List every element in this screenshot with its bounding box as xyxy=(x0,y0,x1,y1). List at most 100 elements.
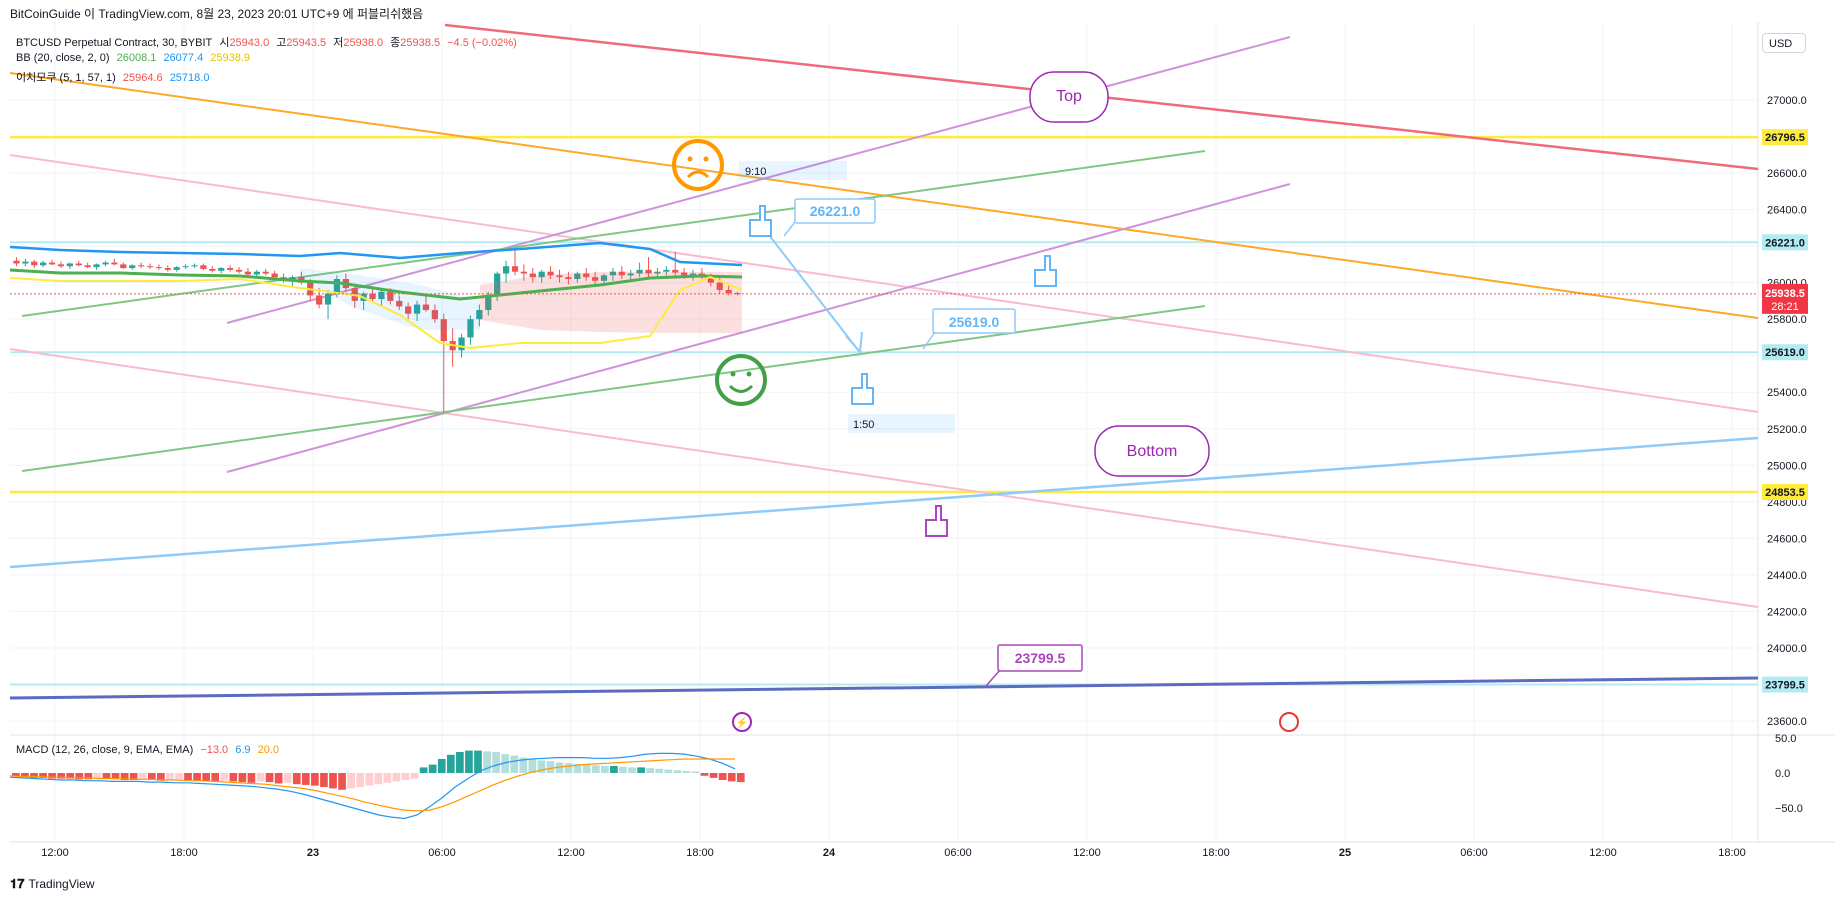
y-tick-label: 24000.0 xyxy=(1767,643,1807,655)
macd-line xyxy=(9,752,736,820)
y-tick-label: 26600.0 xyxy=(1767,168,1807,180)
macd-hist-bar xyxy=(129,773,138,780)
candle-body xyxy=(494,273,501,296)
candle-body xyxy=(396,300,403,307)
legend-low-label: 저 xyxy=(333,37,344,49)
macd-hist-bar xyxy=(591,765,600,773)
y-tick-label: 25000.0 xyxy=(1767,460,1807,472)
macd-hist-bar xyxy=(184,773,192,780)
legend-bb: BB (20, close, 2, 0) 26008.1 26077.4 259… xyxy=(16,52,254,64)
candle-body xyxy=(75,263,82,266)
macd-hist-bar xyxy=(138,773,147,780)
legend-macd-hist: −13.0 xyxy=(200,744,229,756)
macd-hist-bar xyxy=(347,773,355,789)
candle-body xyxy=(137,265,145,267)
legend-low: 25938.0 xyxy=(343,37,384,49)
candle-body xyxy=(120,264,127,269)
macd-hist-bar xyxy=(555,762,564,773)
macd-hist-bar xyxy=(483,751,491,773)
x-tick-label: 18:00 xyxy=(1202,847,1230,859)
candle-body xyxy=(627,273,634,276)
candle-body xyxy=(681,272,688,276)
last-price-countdown: 28:21 xyxy=(1771,301,1799,313)
candle-body xyxy=(22,261,29,264)
macd-hist-bar xyxy=(338,773,346,790)
candle-body xyxy=(235,269,243,272)
macd-tick-label: 50.0 xyxy=(1775,733,1796,745)
candle-body xyxy=(262,271,269,274)
candle-body xyxy=(129,265,136,269)
macd-hist-bar xyxy=(365,773,374,786)
candle-body xyxy=(440,319,447,342)
legend-macd-signal: 20.0 xyxy=(257,744,280,756)
candle-body xyxy=(618,271,625,276)
trendline-pink-lower xyxy=(9,348,1759,608)
candle-body xyxy=(164,268,171,270)
macd-hist-bar xyxy=(718,773,727,780)
macd-hist-bar xyxy=(374,773,383,785)
macd-hist-bar xyxy=(120,773,129,780)
candle-body xyxy=(689,273,697,276)
legend-close-label: 종 xyxy=(390,37,401,49)
trendline-green-upper xyxy=(21,150,1206,317)
candle-body xyxy=(476,310,483,320)
candle-body xyxy=(645,269,652,274)
candle-body xyxy=(413,304,421,314)
macd-hist-bar xyxy=(510,755,519,773)
pointer-hand-icon-1 xyxy=(749,205,772,237)
callout-pointer-1 xyxy=(783,221,796,237)
legend-bb-lower: 25938.9 xyxy=(210,52,251,64)
candle-body xyxy=(244,271,252,275)
legend-high: 25943.5 xyxy=(286,37,327,49)
macd-hist-bar xyxy=(655,768,664,773)
callout-box-3 xyxy=(997,644,1083,672)
macd-hist-bar xyxy=(392,773,401,782)
projection-arrowhead xyxy=(845,331,863,355)
macd-hist-bar xyxy=(229,773,238,782)
callout-pointer-3 xyxy=(985,669,1001,687)
macd-hist-bar xyxy=(637,767,645,773)
tradingview-logo-icon: 𝟏𝟕 xyxy=(10,876,25,891)
candle-body xyxy=(40,262,47,266)
macd-hist-bar xyxy=(619,766,627,773)
candle-body xyxy=(431,310,438,320)
candle-body xyxy=(458,337,465,351)
candle-body xyxy=(146,266,154,268)
candle-body xyxy=(591,277,599,281)
bottom-bubble xyxy=(1094,425,1210,477)
macd-hist-bar xyxy=(66,773,75,779)
macd-hist-bar xyxy=(564,763,573,773)
candle-body xyxy=(218,268,225,271)
x-tick-label: 18:00 xyxy=(1718,847,1746,859)
macd-hist-bar xyxy=(84,773,93,780)
time-box-1 xyxy=(739,161,847,180)
macd-hist-bar xyxy=(519,757,528,773)
currency-button[interactable]: USD xyxy=(1762,33,1806,53)
candle-body xyxy=(529,273,536,278)
happy-face-icon-mouth xyxy=(728,384,754,393)
legend-ichimoku-label: 이치모쿠 (5, 1, 57, 1) xyxy=(16,72,116,84)
candle-body xyxy=(57,264,65,267)
trendline-pink-upper xyxy=(9,154,1759,413)
legend-ichimoku-a: 25964.6 xyxy=(122,72,163,84)
callout-box-1 xyxy=(794,198,876,224)
time-label-1: 9:10 xyxy=(745,166,766,178)
candle-body xyxy=(378,291,385,300)
macd-hist-bar xyxy=(238,773,247,783)
sad-face-icon-eye xyxy=(687,156,693,162)
x-tick-label: 12:00 xyxy=(1073,847,1101,859)
legend-bb-basis: 26008.1 xyxy=(116,52,157,64)
candle-body xyxy=(155,267,163,269)
price-level-tag xyxy=(1762,129,1808,146)
sad-face-icon-eye xyxy=(703,156,709,162)
macd-hist-bar xyxy=(256,773,265,782)
macd-hist-bar xyxy=(39,773,47,778)
candle-body xyxy=(538,271,545,278)
publish-header: BitCoinGuide 이 TradingView.com, 8월 23, 2… xyxy=(10,7,424,21)
time-label-2: 1:50 xyxy=(853,419,874,431)
projection-arrow xyxy=(761,225,859,351)
macd-hist-bar xyxy=(211,773,220,782)
x-tick-label: 12:00 xyxy=(557,847,585,859)
top-bubble xyxy=(1029,71,1109,123)
